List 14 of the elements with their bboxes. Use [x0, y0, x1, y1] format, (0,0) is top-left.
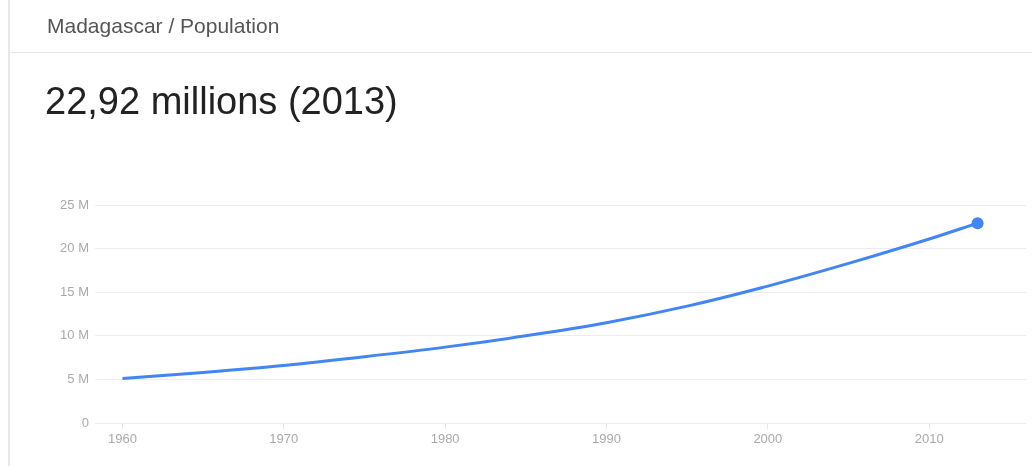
y-tick-label: 20 M: [60, 240, 89, 256]
x-tick-label: 1960: [107, 431, 137, 447]
chart-subtitle: 22,92 millions (2013): [45, 80, 398, 123]
y-tick-label: 5 M: [67, 370, 89, 386]
x-tick-label: 1990: [592, 431, 621, 447]
x-tick-label: 1980: [430, 431, 460, 447]
x-tick-label: 2000: [753, 431, 783, 447]
x-tick-label: 2010: [914, 431, 944, 447]
y-tick-label: 15 M: [60, 283, 89, 299]
y-tick-label: 0: [81, 414, 89, 430]
y-tick-label: 10 M: [60, 327, 89, 343]
y-tick-label: 25 M: [60, 196, 89, 212]
chart-title: Madagascar / Population: [47, 14, 280, 38]
x-tick-label: 1970: [269, 431, 299, 447]
